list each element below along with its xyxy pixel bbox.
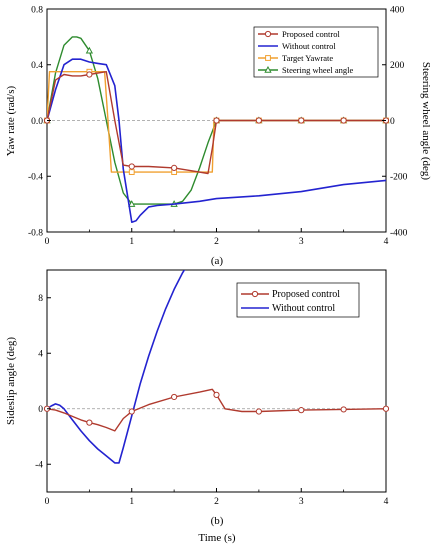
panel-b-xlabel: Time (s) <box>198 532 236 544</box>
panel-a-y2tick-label: 200 <box>390 61 405 71</box>
panel-b-xtick-label: 4 <box>384 497 389 507</box>
panel-a-series-marker-3 <box>128 200 136 207</box>
panel-a-xtick-label: 1 <box>129 237 134 247</box>
panel-b-ytick-label: 0 <box>38 405 43 415</box>
panel-a-chart: 0 1 2 3 4 -0.8 -0.4 0.0 0.4 0.8 -400 -200 0 200 400 Ya… <box>5 5 432 267</box>
panel-b-xtick-label: 0 <box>45 497 50 507</box>
panel-b-axes: 0 1 2 3 4 -4 0 4 8 <box>35 294 389 507</box>
panel-a-series-line-1 <box>47 58 386 223</box>
panel-b-series-line-1 <box>47 270 186 464</box>
panel-a-ytick-label: 0.4 <box>31 61 43 71</box>
legend-a-label-proposed: Proposed control <box>282 29 340 39</box>
panel-a-y2tick-label: 0 <box>390 117 395 127</box>
panel-a-series-marker-0 <box>128 163 135 170</box>
panel-a-ytick-label: 0.8 <box>31 5 43 15</box>
panel-a-y2tick-label: -200 <box>390 173 408 183</box>
panel-b-xtick-label: 2 <box>214 497 219 507</box>
panel-b-chart: 0 1 2 3 4 -4 0 4 8 Sideslip angle (deg) (b) Time… <box>5 269 390 544</box>
panel-a-series-marker-2 <box>128 169 135 175</box>
panel-a-series-marker-3 <box>85 46 94 54</box>
panel-a-ylabel: Yaw rate (rad/s) <box>5 85 17 156</box>
panel-a-legend-box <box>253 26 379 78</box>
panel-b-series-marker-0 <box>171 393 178 401</box>
panel-a-ytick-label: -0.8 <box>28 228 43 238</box>
panel-a-axes: 0 1 2 3 4 -0.8 -0.4 0.0 0.4 0.8 -400 -200 0 200 400 <box>28 5 408 247</box>
panel-b-legend: Proposed control Without control <box>236 282 360 318</box>
panel-a-legend-marker-2 <box>265 55 271 61</box>
panel-a-legend-marker-0 <box>264 30 272 38</box>
legend-b-label-without: Without control <box>272 303 335 314</box>
panel-b-series-marker-0 <box>382 405 390 412</box>
panel-a-xtick-label: 3 <box>299 237 304 247</box>
panel-a-legend: Proposed control Without control Target … <box>253 26 379 78</box>
panel-a-series-marker-0 <box>298 117 305 124</box>
panel-b-legend-marker-0 <box>251 290 259 298</box>
panel-b-series-marker-0 <box>213 391 220 398</box>
legend-a-label-without: Without control <box>282 41 336 51</box>
panel-b-series-marker-0 <box>255 408 262 415</box>
panel-b-ytick-label: 4 <box>38 350 43 360</box>
panel-a-series-marker-0 <box>255 117 262 124</box>
panel-b-ytick-label: -4 <box>35 461 43 471</box>
panel-a-series-marker-0 <box>171 164 178 171</box>
panel-b-series-marker-0 <box>86 419 93 426</box>
panel-a-y2tick-label: 400 <box>390 5 405 15</box>
panel-a-ytick-label: -0.4 <box>28 173 43 183</box>
panel-b-xtick-label: 1 <box>129 497 134 507</box>
legend-a-label-target: Target Yawrate <box>282 53 333 63</box>
panel-a-xtick-label: 0 <box>45 237 50 247</box>
panel-b-caption: (b) <box>211 515 224 527</box>
panel-a-legend-items <box>258 30 278 73</box>
panel-a-xtick-label: 4 <box>384 237 389 247</box>
panel-b-series-line-0 <box>47 388 386 432</box>
panel-a-legend-marker-3 <box>264 65 272 73</box>
legend-a-label-steering: Steering wheel angle <box>282 65 354 75</box>
panel-b-xtick-label: 3 <box>299 497 304 507</box>
panel-a-series-marker-0 <box>213 117 220 124</box>
panel-b-legend-items <box>241 290 269 309</box>
panel-a-y2tick-label: -400 <box>390 228 408 238</box>
panel-b-series-marker-0 <box>340 406 347 413</box>
panel-a-series-marker-0 <box>86 71 93 78</box>
panel-b-series <box>43 270 390 464</box>
panel-a-caption: (a) <box>211 255 224 267</box>
panel-b-ylabel: Sideslip angle (deg) <box>5 337 17 425</box>
panel-a-xtick-label: 2 <box>214 237 219 247</box>
panel-b-series-marker-0 <box>298 407 305 414</box>
panel-b-ytick-label: 8 <box>38 294 43 304</box>
panel-a-series-marker-0 <box>340 117 347 124</box>
panel-b-legend-box <box>236 282 360 318</box>
panel-b-series-marker-0 <box>128 408 135 415</box>
legend-b-label-proposed: Proposed control <box>272 289 340 300</box>
panel-a-y2label: Steering wheel angle (deg) <box>420 62 432 181</box>
panel-a-ytick-label: 0.0 <box>31 117 43 127</box>
